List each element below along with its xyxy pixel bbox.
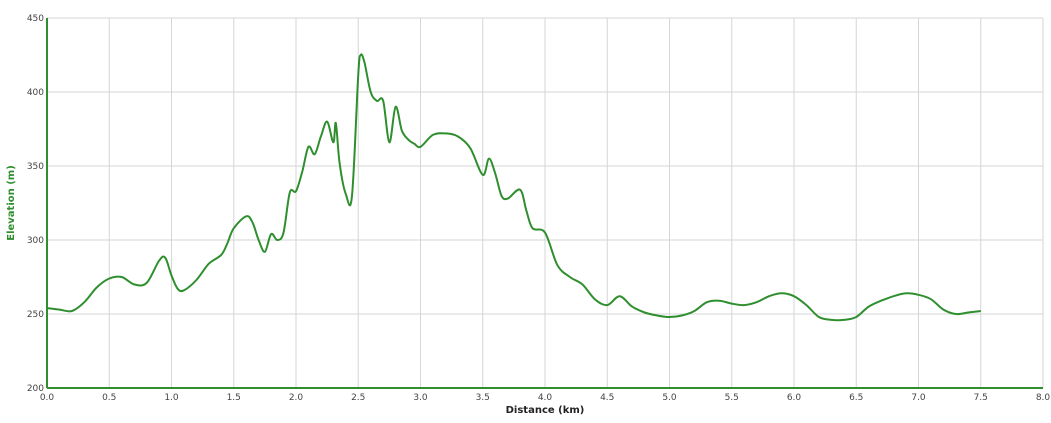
y-tick-label: 200 [27,384,44,394]
x-tick-label: 1.5 [227,393,241,403]
x-tick-labels: 0.0 0.5 1.0 1.5 2.0 2.5 3.0 3.5 4.0 4.5 5.0 5.5 6.0 6… [40,393,1051,403]
elevation-line [46,53,981,322]
x-tick-label: 2.5 [351,393,365,403]
y-tick-label: 400 [27,88,44,98]
y-axis-label: Elevation (m) [6,165,17,241]
x-tick-label: 4.0 [538,393,553,403]
x-tick-label: 1.0 [164,393,179,403]
x-tick-label: 4.5 [600,393,614,403]
gridlines [46,17,1044,389]
x-tick-label: 7.0 [911,393,926,403]
x-tick-label: 5.0 [662,393,677,403]
y-tick-label: 450 [27,14,44,24]
x-axis-label: Distance (km) [506,405,585,416]
y-tick-labels: 200 250 300 350 400 450 [27,14,44,394]
x-tick-label: 3.0 [413,393,428,403]
y-tick-label: 350 [27,162,44,172]
x-tick-label: 7.5 [974,393,988,403]
x-tick-label: 3.5 [476,393,490,403]
x-tick-label: 6.5 [849,393,863,403]
x-tick-label: 0.0 [40,393,55,403]
y-tick-label: 250 [27,310,44,320]
x-tick-label: 8.0 [1036,393,1051,403]
x-tick-label: 0.5 [102,393,116,403]
x-tick-label: 2.0 [289,393,304,403]
x-tick-label: 5.5 [725,393,739,403]
y-tick-label: 300 [27,236,44,246]
x-tick-label: 6.0 [787,393,802,403]
